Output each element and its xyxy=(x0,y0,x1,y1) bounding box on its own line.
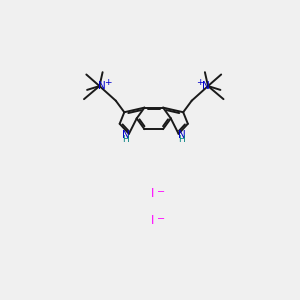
Text: +: + xyxy=(104,79,112,88)
Text: I: I xyxy=(151,187,154,200)
Text: N: N xyxy=(122,130,130,140)
Text: I: I xyxy=(151,214,154,227)
Text: −: − xyxy=(157,214,165,224)
Text: N: N xyxy=(178,130,185,140)
Text: N: N xyxy=(98,81,106,91)
Text: H: H xyxy=(122,135,129,144)
Text: +: + xyxy=(196,79,203,88)
Text: N: N xyxy=(202,81,210,91)
Text: −: − xyxy=(157,187,165,197)
Text: H: H xyxy=(178,135,185,144)
